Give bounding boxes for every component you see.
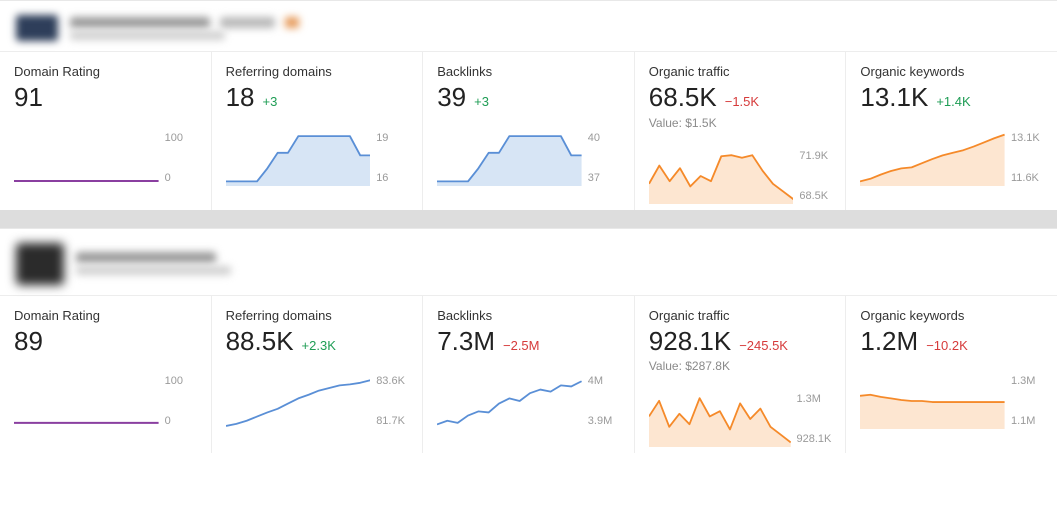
- chart-axis-bottom: 928.1K: [797, 433, 832, 445]
- chart-axis-bottom: 0: [165, 415, 197, 427]
- chart-axis: 71.9K 68.5K: [799, 148, 831, 204]
- metric-label: Backlinks: [437, 308, 620, 323]
- metric-delta: +3: [474, 94, 489, 109]
- metric-value: 89: [14, 327, 43, 356]
- chart-axis-top: 13.1K: [1011, 132, 1043, 144]
- site-title: [76, 252, 231, 275]
- metric-delta: −10.2K: [926, 338, 968, 353]
- site-block: Domain Rating 91 100 0 Referring domains 18 +3…: [0, 0, 1057, 210]
- metric-label: Backlinks: [437, 64, 620, 79]
- metric-chart: 1.3M 1.1M: [860, 373, 1043, 429]
- metric-value: 7.3M: [437, 327, 495, 356]
- site-thumbnail: [16, 15, 58, 41]
- metric-value: 39: [437, 83, 466, 112]
- metric-delta: −2.5M: [503, 338, 540, 353]
- metric-card[interactable]: Organic traffic 928.1K −245.5K Value: $287.…: [635, 296, 847, 454]
- metric-subtext: Value: $1.5K: [649, 116, 832, 130]
- metric-card[interactable]: Organic keywords 1.2M −10.2K 1.3M 1.1M: [846, 296, 1057, 454]
- chart-axis-bottom: 37: [588, 172, 620, 184]
- site-header[interactable]: [0, 229, 1057, 295]
- metric-label: Domain Rating: [14, 308, 197, 323]
- chart-axis: 40 37: [588, 130, 620, 186]
- chart-axis-bottom: 0: [165, 172, 197, 184]
- metric-chart: 100 0: [14, 373, 197, 429]
- metric-delta: −1.5K: [725, 94, 759, 109]
- metric-delta: −245.5K: [739, 338, 788, 353]
- metric-card[interactable]: Backlinks 7.3M −2.5M 4M 3.9M: [423, 296, 635, 454]
- metric-chart: 40 37: [437, 130, 620, 186]
- section-divider: [0, 210, 1057, 228]
- metric-card[interactable]: Referring domains 88.5K +2.3K 83.6K 81.7K: [212, 296, 424, 454]
- chart-axis-bottom: 11.6K: [1011, 172, 1043, 184]
- chart-axis-top: 100: [165, 132, 197, 144]
- chart-axis-top: 100: [165, 375, 197, 387]
- site-block: Domain Rating 89 100 0 Referring domains 88.5…: [0, 228, 1057, 454]
- chart-axis-top: 83.6K: [376, 375, 408, 387]
- chart-axis: 13.1K 11.6K: [1011, 130, 1043, 186]
- chart-axis-top: 1.3M: [797, 393, 832, 405]
- metric-chart: 71.9K 68.5K: [649, 148, 832, 204]
- chart-axis-bottom: 81.7K: [376, 415, 408, 427]
- metric-value: 68.5K: [649, 83, 717, 112]
- metric-value: 1.2M: [860, 327, 918, 356]
- metric-delta: +2.3K: [302, 338, 336, 353]
- chart-axis-top: 19: [376, 132, 408, 144]
- metric-chart: 83.6K 81.7K: [226, 373, 409, 429]
- metric-value: 91: [14, 83, 43, 112]
- metric-card[interactable]: Organic traffic 68.5K −1.5K Value: $1.5K 71.…: [635, 52, 847, 210]
- metric-delta: +3: [263, 94, 278, 109]
- metric-chart: 13.1K 11.6K: [860, 130, 1043, 186]
- metric-card[interactable]: Organic keywords 13.1K +1.4K 13.1K 11.6K: [846, 52, 1057, 210]
- chart-axis-bottom: 68.5K: [799, 190, 831, 202]
- site-title: [70, 17, 299, 40]
- metric-label: Organic keywords: [860, 308, 1043, 323]
- metric-label: Referring domains: [226, 64, 409, 79]
- metric-chart: 4M 3.9M: [437, 373, 620, 429]
- metric-value: 18: [226, 83, 255, 112]
- site-thumbnail: [16, 243, 64, 285]
- metric-value: 88.5K: [226, 327, 294, 356]
- metric-label: Organic keywords: [860, 64, 1043, 79]
- chart-axis-bottom: 1.1M: [1011, 415, 1043, 427]
- metric-chart: 100 0: [14, 130, 197, 186]
- chart-axis: 1.3M 928.1K: [797, 391, 832, 447]
- site-header[interactable]: [0, 1, 1057, 51]
- metric-label: Referring domains: [226, 308, 409, 323]
- metric-chart: 1.3M 928.1K: [649, 391, 832, 447]
- metric-delta: +1.4K: [936, 94, 970, 109]
- chart-axis: 1.3M 1.1M: [1011, 373, 1043, 429]
- chart-axis-top: 71.9K: [799, 150, 831, 162]
- chart-axis-bottom: 16: [376, 172, 408, 184]
- chart-axis: 1916: [376, 130, 408, 186]
- metric-card[interactable]: Backlinks 39 +3 40 37: [423, 52, 635, 210]
- chart-axis: 4M 3.9M: [588, 373, 620, 429]
- chart-axis-top: 40: [588, 132, 620, 144]
- metrics-row: Domain Rating 89 100 0 Referring domains 88.5…: [0, 295, 1057, 454]
- metric-card[interactable]: Referring domains18+31916: [212, 52, 424, 210]
- metric-chart: 1916: [226, 130, 409, 186]
- chart-axis-bottom: 3.9M: [588, 415, 620, 427]
- metrics-row: Domain Rating 91 100 0 Referring domains 18 +3…: [0, 51, 1057, 210]
- metric-label: Organic traffic: [649, 64, 832, 79]
- metric-value: 928.1K: [649, 327, 731, 356]
- chart-axis: 83.6K 81.7K: [376, 373, 408, 429]
- metric-subtext: Value: $287.8K: [649, 359, 832, 373]
- metric-label: Organic traffic: [649, 308, 832, 323]
- chart-axis: 100 0: [165, 130, 197, 186]
- chart-axis-top: 1.3M: [1011, 375, 1043, 387]
- chart-axis: 100 0: [165, 373, 197, 429]
- metric-value: 13.1K: [860, 83, 928, 112]
- metric-card[interactable]: Domain Rating 89 100 0: [0, 296, 212, 454]
- chart-axis-top: 4M: [588, 375, 620, 387]
- metric-card[interactable]: Domain Rating 91 100 0: [0, 52, 212, 210]
- metric-label: Domain Rating: [14, 64, 197, 79]
